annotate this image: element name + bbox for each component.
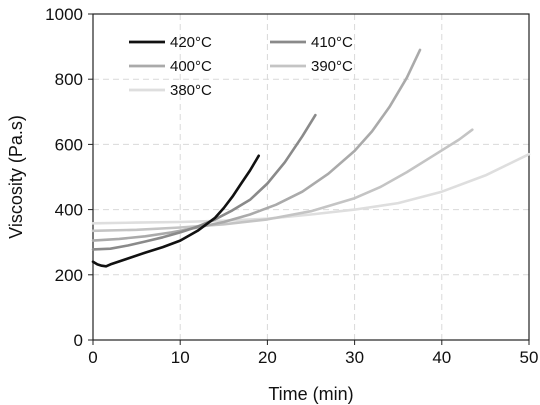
legend-label-3: 390°C [311,58,353,75]
y-tick-label-3: 600 [55,135,83,154]
legend: 420°C 410°C 400°C 390°C 380°C [129,34,353,99]
series-line-2 [91,48,422,242]
y-tick-label-2: 400 [55,201,83,220]
y-tick-label-0: 0 [74,331,83,350]
series-line-4 [91,152,531,225]
x-tick-label-2: 20 [258,348,277,367]
series-line-3 [91,128,474,233]
axes: 0 10 20 30 40 50 0 200 400 600 800 1000 [45,5,538,367]
y-tick-label-4: 800 [55,70,83,89]
legend-label-1: 410°C [311,34,353,51]
y-axis-title: Viscosity (Pa.s) [6,115,26,239]
x-tick-label-0: 0 [88,348,97,367]
x-tick-label-3: 30 [345,348,364,367]
x-tick-label-5: 50 [520,348,539,367]
plot-frame [92,13,530,341]
series-line-0 [91,154,260,268]
legend-label-0: 420°C [170,34,212,51]
x-tick-label-1: 10 [171,348,190,367]
y-tick-label-5: 1000 [45,5,83,24]
x-axis-title: Time (min) [268,384,353,404]
legend-label-2: 400°C [170,58,212,75]
legend-label-4: 380°C [170,82,212,99]
gridlines [93,14,529,340]
y-tick-label-1: 200 [55,266,83,285]
series-lines [91,48,531,268]
x-tick-label-4: 40 [432,348,451,367]
